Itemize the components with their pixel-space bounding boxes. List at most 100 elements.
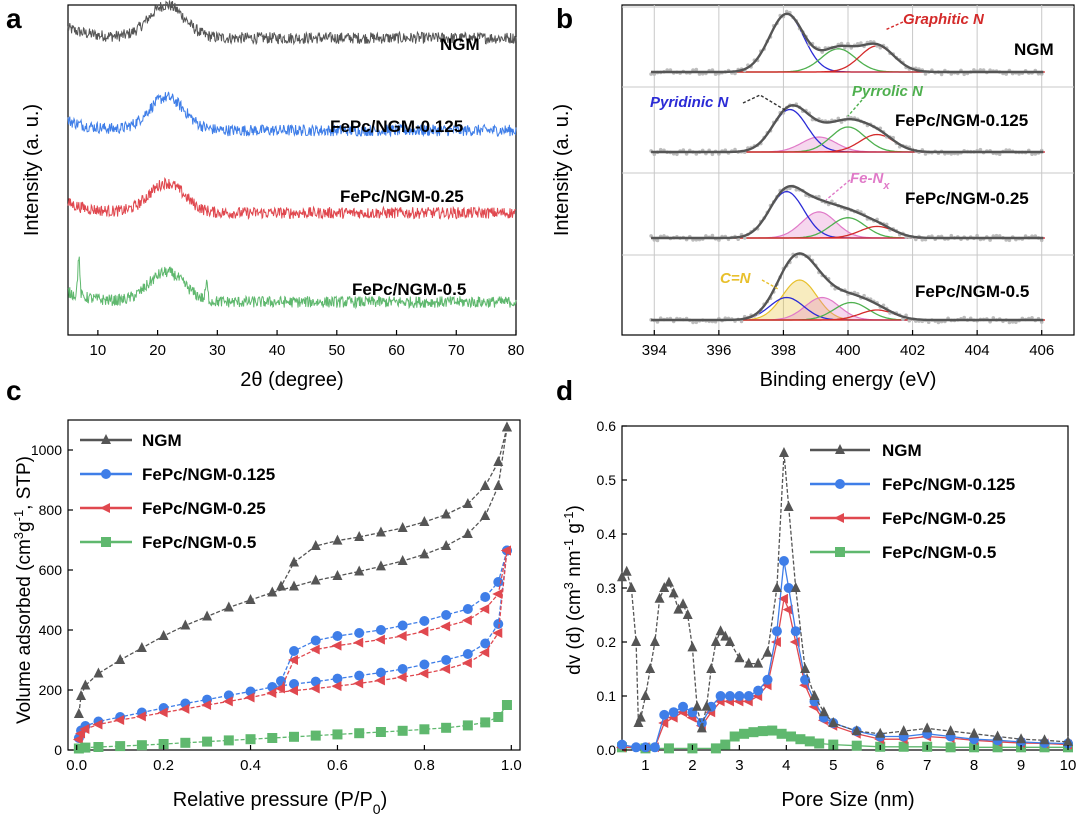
panel-d-point-ngm — [720, 630, 731, 641]
panel-b-ylabel: Intensity (a. u.) — [551, 104, 573, 236]
panel-d-point-p25 — [782, 604, 793, 615]
annotation-pyrrolic-arrow — [847, 99, 863, 117]
panel-c-point-ngm — [419, 548, 430, 559]
panel-c-point-p25 — [179, 703, 190, 714]
panel-c-point-p25 — [331, 681, 342, 692]
panel-b-raw-point — [926, 320, 931, 325]
panel-c-point-p5 — [73, 743, 84, 754]
panel-d-ylabel-p6: ) — [564, 505, 585, 511]
panel-d-legend-label: FePc/NGM-0.125 — [882, 475, 1015, 494]
panel-d-point-p125 — [678, 701, 689, 712]
panel-c-point-p125 — [441, 610, 452, 620]
panel-d-ylabel-p3: -1 — [561, 539, 576, 551]
panel-c-point-p125 — [354, 670, 365, 681]
panel-d-point-p125 — [771, 626, 782, 637]
panel-d-point-p5 — [814, 738, 825, 749]
panel-b-raw-point — [839, 41, 844, 46]
panel-d-point-p125 — [724, 691, 735, 701]
panel-c-point-p25 — [114, 715, 125, 725]
panel-c-point-p25 — [244, 692, 255, 703]
panel-b-label-p25: FePc/NGM-0.25 — [905, 189, 1029, 208]
panel-c-point-p25 — [309, 683, 320, 694]
annotation-fe-nx-main: Fe-N — [850, 170, 885, 187]
panel-d-point-ngm — [621, 565, 632, 576]
panel-d-point-ngm — [633, 717, 644, 727]
annotation-fe-nx-sub: x — [882, 180, 890, 192]
panel-c-point-p25 — [479, 647, 490, 658]
panel-label-c: c — [6, 375, 22, 406]
panel-b-raw-point — [978, 147, 983, 152]
annotation-c-n-arrow — [761, 279, 779, 290]
panel-d-point-ngm — [828, 717, 839, 727]
panel-d-point-p125 — [631, 742, 642, 753]
panel-d-point-ngm — [809, 690, 820, 700]
panel-c-point-p25 — [353, 637, 364, 648]
panel-c-legend-marker — [100, 503, 110, 513]
panel-c-point-p5 — [267, 733, 278, 743]
panel-d-point-ngm — [673, 603, 684, 614]
panel-d-point-p125 — [668, 707, 679, 718]
panel-d-xtick-label: 7 — [923, 757, 931, 774]
panel-d-point-ngm — [969, 727, 980, 738]
panel-b-raw-point — [1039, 238, 1044, 243]
panel-d-xtick-label: 10 — [1060, 757, 1077, 774]
panel-d-point-ngm — [1016, 733, 1027, 744]
panel-c-xlabel-sub: 0 — [373, 801, 381, 815]
panel-b-xtick-label: 400 — [835, 342, 860, 359]
panel-c-point-ngm — [332, 534, 343, 545]
panel-d-xtick-label: 3 — [735, 757, 743, 774]
panel-c-point-ngm — [397, 522, 408, 532]
panel-c-point-p25 — [75, 728, 86, 739]
panel-d-xtick-label: 9 — [1017, 757, 1025, 774]
panel-c-ytick-label: 200 — [39, 682, 63, 698]
panel-c-point-p125 — [493, 619, 504, 629]
panel-b-raw-point — [901, 317, 905, 321]
panel-d-legend-marker — [835, 444, 845, 454]
panel-c-point-p25 — [135, 711, 146, 722]
panel-d-ylabel: dv (d) (cm3 nm-1 g-1) — [561, 505, 586, 675]
panel-a-series-p125 — [67, 91, 517, 138]
panel-c-ytick-label: 800 — [39, 502, 63, 518]
panel-c-xlabel: Relative pressure (P/P0) — [173, 789, 388, 815]
panel-c-point-p25 — [479, 604, 490, 614]
annotation-pyrrolic-n: Pyrrolic N — [852, 83, 924, 100]
panel-d-legend-marker — [835, 479, 845, 489]
panel-b-raw-point — [907, 318, 912, 323]
panel-c-xlabel-main: Relative pressure (P/P — [173, 789, 373, 811]
panel-c-point-p5 — [332, 729, 343, 740]
panel-b-xtick-label: 402 — [900, 342, 925, 359]
panel-c-point-ngm — [202, 610, 213, 621]
panel-c-xtick-label: 1.0 — [501, 757, 522, 774]
panel-c-point-p125 — [419, 659, 430, 670]
panel-c-point-p25 — [418, 626, 429, 637]
panel-b-raw-point — [988, 238, 992, 242]
panel-b-raw-point — [710, 233, 715, 238]
panel-b-envelope-p25 — [651, 184, 1044, 240]
panel-c-point-p5 — [441, 722, 452, 733]
panel-d-point-ngm — [626, 582, 637, 592]
panel-d-point-ngm — [687, 641, 698, 652]
panel-b-raw-point — [997, 234, 1002, 238]
panel-d-xtick-label: 5 — [829, 757, 837, 774]
annotation-graphitic-arrow — [884, 21, 904, 31]
panel-d-ylabel-p5: -1 — [561, 511, 576, 523]
panel-c-legend-label: FePc/NGM-0.125 — [142, 465, 275, 484]
panel-c-point-ngm — [245, 594, 256, 604]
panel-d-point-p125 — [659, 709, 670, 720]
panel-c-point-ngm — [93, 667, 104, 678]
panel-d-point-p5 — [945, 742, 956, 753]
panel-d-point-p125 — [790, 626, 801, 637]
panel-c-point-ngm — [332, 570, 343, 580]
panel-c-point-p25 — [92, 719, 103, 730]
panel-c-point-ngm — [480, 510, 491, 520]
panel-b-raw-point — [694, 320, 699, 325]
panel-d-point-p125 — [783, 583, 794, 593]
panel-label-a: a — [6, 3, 22, 34]
panel-d-point-ngm — [696, 722, 707, 733]
panel-b-raw-point — [1007, 320, 1012, 325]
panel-c-point-p5 — [493, 712, 504, 722]
panel-d-point-ngm — [668, 587, 679, 598]
panel-c-ylabel-p3: -1 — [11, 510, 26, 522]
panel-c-ytick-label: 400 — [39, 622, 63, 638]
